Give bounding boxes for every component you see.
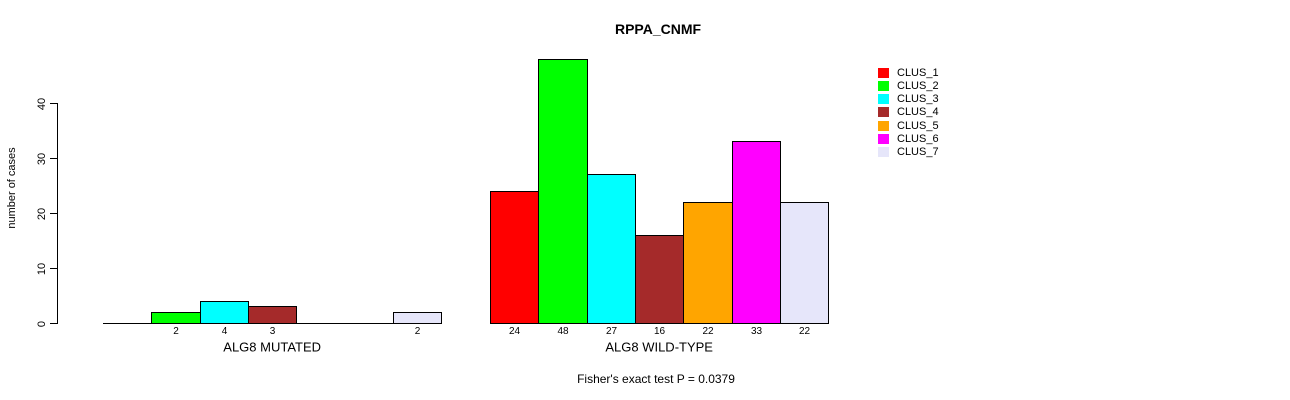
legend-item-label: CLUS_1 <box>897 66 939 79</box>
y-axis-tick <box>50 323 58 324</box>
bar-value-label: 2 <box>173 326 179 337</box>
bar-clus_7 <box>393 312 442 324</box>
legend-swatch <box>878 80 889 91</box>
x-axis-group-label: ALG8 MUTATED <box>223 339 322 355</box>
bar-value-label: 22 <box>702 326 714 337</box>
bar-zero-clus_5 <box>296 323 346 324</box>
bar-clus_4 <box>635 235 684 324</box>
legend-item-label: CLUS_4 <box>897 106 939 119</box>
legend-item: CLUS_1 <box>878 66 939 79</box>
legend-item-label: CLUS_7 <box>897 146 939 159</box>
bar-value-label: 4 <box>221 326 228 337</box>
bar-value-label: 48 <box>557 326 569 337</box>
bar-clus_6 <box>732 141 781 324</box>
bar-value-label: 2 <box>414 326 421 337</box>
legend-item-label: CLUS_6 <box>897 133 939 145</box>
fisher-test-caption: Fisher's exact test P = 0.0379 <box>577 372 735 386</box>
bar-clus_4 <box>248 306 297 324</box>
legend-item: CLUS_5 <box>878 119 939 132</box>
bar-value-label: 16 <box>653 326 666 337</box>
x-axis-group-label: ALG8 WILD-TYPE <box>605 339 713 355</box>
legend-item-label: CLUS_3 <box>897 93 939 106</box>
legend-swatch <box>878 107 889 118</box>
legend-swatch <box>878 94 889 105</box>
bar-zero-clus_1 <box>103 323 152 324</box>
legend-item-label: CLUS_2 <box>897 79 939 92</box>
legend-item: CLUS_2 <box>878 79 939 92</box>
bar-clus_2 <box>538 59 588 324</box>
legend-item: CLUS_3 <box>878 93 939 106</box>
y-axis-tick <box>50 268 58 269</box>
legend-swatch <box>878 134 889 144</box>
legend-item-label: CLUS_5 <box>897 119 939 132</box>
bar-value-label: 24 <box>508 326 521 337</box>
legend-swatch <box>878 67 889 78</box>
bar-value-label: 22 <box>798 326 811 337</box>
bar-value-label: 3 <box>269 326 276 337</box>
bar-value-label: 33 <box>750 326 763 337</box>
legend-item: CLUS_6 <box>878 133 939 146</box>
legend-item: CLUS_4 <box>878 106 939 119</box>
legend-item: CLUS_7 <box>878 146 939 159</box>
legend-swatch <box>878 147 889 158</box>
y-axis-tick <box>50 103 58 104</box>
y-axis-tick <box>50 213 58 214</box>
bar-zero-clus_6 <box>345 323 394 324</box>
bar-value-label: 27 <box>605 326 618 337</box>
legend-swatch <box>878 120 889 131</box>
bar-clus_5 <box>683 202 733 324</box>
y-axis-tick <box>50 158 58 159</box>
bar-clus_7 <box>780 202 829 324</box>
chart-title: RPPA_CNMF <box>614 21 702 37</box>
